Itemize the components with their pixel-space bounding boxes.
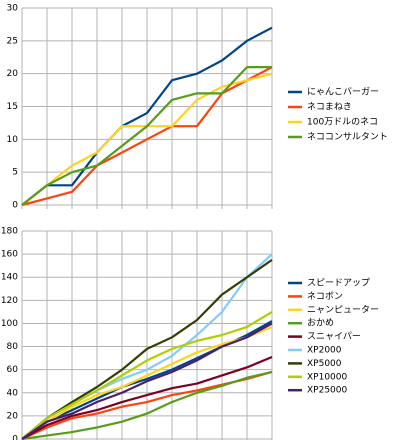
series-line (21, 370, 273, 440)
y-tick-label: 100 (1, 319, 18, 329)
series-line (21, 355, 273, 440)
y-tick-label: 25 (7, 36, 18, 46)
y-tick-label: 10 (7, 135, 19, 145)
legend-label: おかめ (307, 318, 334, 329)
legend-label: スニャイパー (307, 331, 361, 342)
series-line (21, 66, 272, 206)
series-line (21, 26, 273, 206)
series-line (21, 322, 273, 440)
y-tick-label: 80 (7, 342, 19, 352)
y-tick-label: 140 (1, 273, 18, 283)
legend-label: ネココンサルタント (307, 132, 388, 143)
y-tick-label: 60 (7, 365, 19, 375)
series-line (21, 325, 273, 440)
series-line (21, 66, 273, 207)
y-tick-label: 0 (12, 201, 18, 211)
legend-label: XP25000 (307, 386, 347, 396)
legend-label: XP5000 (307, 359, 342, 369)
y-tick-label: 180 (1, 227, 18, 237)
legend-label: スピードアップ (307, 278, 370, 289)
legend-label: ネコまねき (307, 102, 352, 113)
y-tick-label: 20 (7, 411, 19, 421)
y-tick-label: 15 (7, 102, 18, 112)
y-tick-label: 30 (7, 4, 19, 14)
legend-label: ネコボン (307, 291, 343, 302)
y-tick-label: 0 (12, 435, 18, 440)
legend-label: 100万ドルのネコ (307, 117, 378, 128)
series-line (21, 310, 273, 440)
y-tick-label: 120 (1, 296, 18, 306)
y-tick-label: 20 (7, 69, 19, 79)
y-tick-label: 160 (1, 250, 18, 260)
series-line (21, 258, 273, 440)
legend-label: XP2000 (307, 346, 342, 356)
y-tick-label: 40 (7, 388, 19, 398)
legend-label: XP10000 (307, 372, 347, 382)
legend-label: にゃんこバーガー (307, 87, 379, 98)
legend-label: ニャンピューター (307, 304, 379, 315)
y-tick-label: 5 (12, 168, 18, 178)
